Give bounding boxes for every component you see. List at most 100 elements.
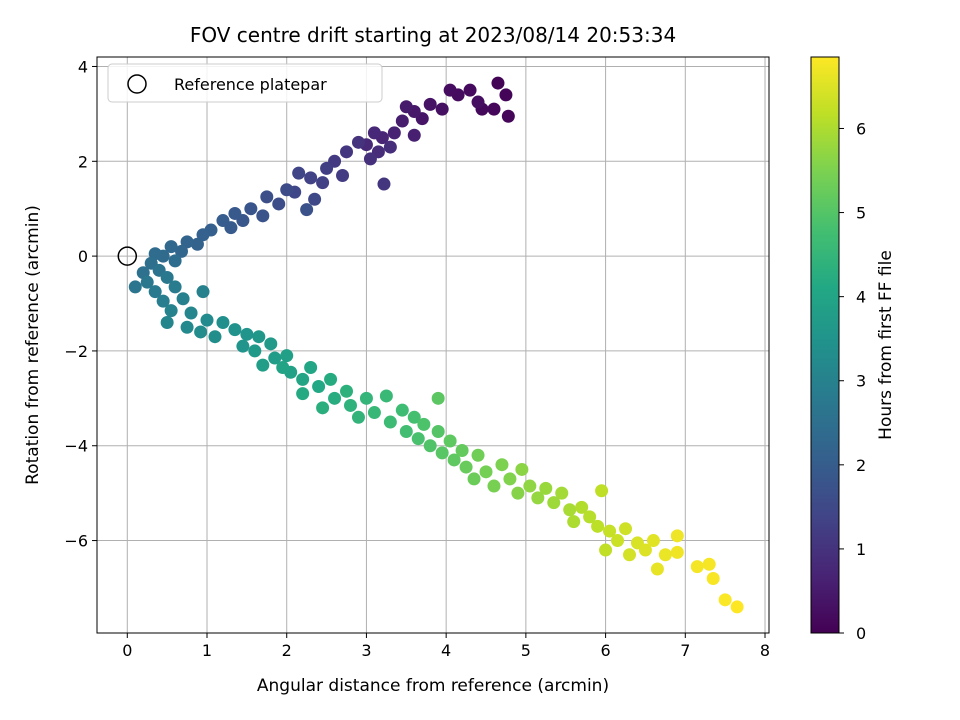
data-point [328,391,342,405]
colorbar-label: Hours from first FF file [876,250,896,440]
data-point [190,237,204,251]
data-point [638,543,652,557]
data-point [501,109,515,123]
data-point [702,557,716,571]
legend-marker-icon [127,74,147,94]
data-point [706,571,720,585]
data-point [156,294,170,308]
data-point [503,472,517,486]
data-point [555,486,569,500]
data-point [575,500,589,514]
grid [97,57,769,633]
data-point [268,351,282,365]
data-point [431,425,445,439]
data-point [240,327,254,341]
data-point [387,126,401,140]
data-point [447,453,461,467]
y-tick-label: −4 [64,437,88,456]
data-point [611,534,625,548]
x-tick-label: 2 [282,641,292,660]
data-point [471,448,485,462]
data-point [168,280,182,294]
data-point [276,361,290,375]
data-point [670,529,684,543]
colorbar-tick-label: 0 [856,624,866,643]
data-point [252,330,266,344]
data-point [180,320,194,334]
data-point [200,313,214,327]
data-point [383,415,397,429]
data-point [176,292,190,306]
data-point [359,391,373,405]
data-point [417,417,431,431]
colorbar-tick-label: 3 [856,372,866,391]
data-point [479,465,493,479]
data-point [718,593,732,607]
data-point [228,206,242,220]
x-tick-label: 6 [600,641,610,660]
data-point [351,410,365,424]
data-point [148,285,162,299]
data-point [487,479,501,493]
colorbar-tick-label: 5 [856,204,866,223]
x-tick-label: 0 [122,641,132,660]
data-point [264,337,278,351]
data-point [622,548,636,562]
data-point [160,315,174,329]
chart-title: FOV centre drift starting at 2023/08/14 … [190,23,676,47]
data-point [340,384,354,398]
y-tick-label: −6 [64,532,88,551]
y-axis-ticks: −6 −4 −2 0 2 4 [64,57,97,551]
data-point [599,543,613,557]
data-point [256,209,270,223]
data-point [619,522,633,536]
data-point [523,479,537,493]
data-point [379,389,393,403]
data-point [216,315,230,329]
data-point [174,244,188,258]
data-point [431,391,445,405]
colorbar-tick-label: 1 [856,540,866,559]
data-point [690,560,704,574]
data-point [367,126,381,140]
data-point [459,460,473,474]
data-point [443,434,457,448]
data-point [435,102,449,116]
data-point [499,88,513,102]
data-point [658,548,672,562]
data-point [196,285,210,299]
colorbar-ticks: 0 1 2 3 4 5 6 [839,119,866,643]
data-point [324,372,338,386]
legend-box [107,63,383,103]
data-point [340,145,354,159]
y-tick-label: 0 [78,247,88,266]
data-point [236,339,250,353]
data-point [300,203,314,217]
data-point [367,406,381,420]
data-point [260,190,274,204]
data-point [511,486,525,500]
data-point [491,76,505,90]
data-point [304,361,318,375]
data-point [256,358,270,372]
data-point [316,176,330,190]
data-point [140,275,154,289]
data-point [363,152,377,166]
data-point [531,491,545,505]
data-point [272,197,286,211]
x-axis-ticks: 0 1 2 3 4 5 6 7 8 [122,633,770,660]
data-point [184,306,198,320]
colorbar-tick-label: 2 [856,456,866,475]
x-tick-label: 1 [202,641,212,660]
data-point [164,304,178,318]
x-tick-label: 5 [521,641,531,660]
data-point [650,562,664,576]
data-point [296,387,310,401]
plot-frame [96,56,770,634]
data-point [423,97,437,111]
data-point [399,100,413,114]
y-axis-label: Rotation from reference (arcmin) [23,205,43,485]
data-point [216,214,230,228]
data-point [487,102,501,116]
